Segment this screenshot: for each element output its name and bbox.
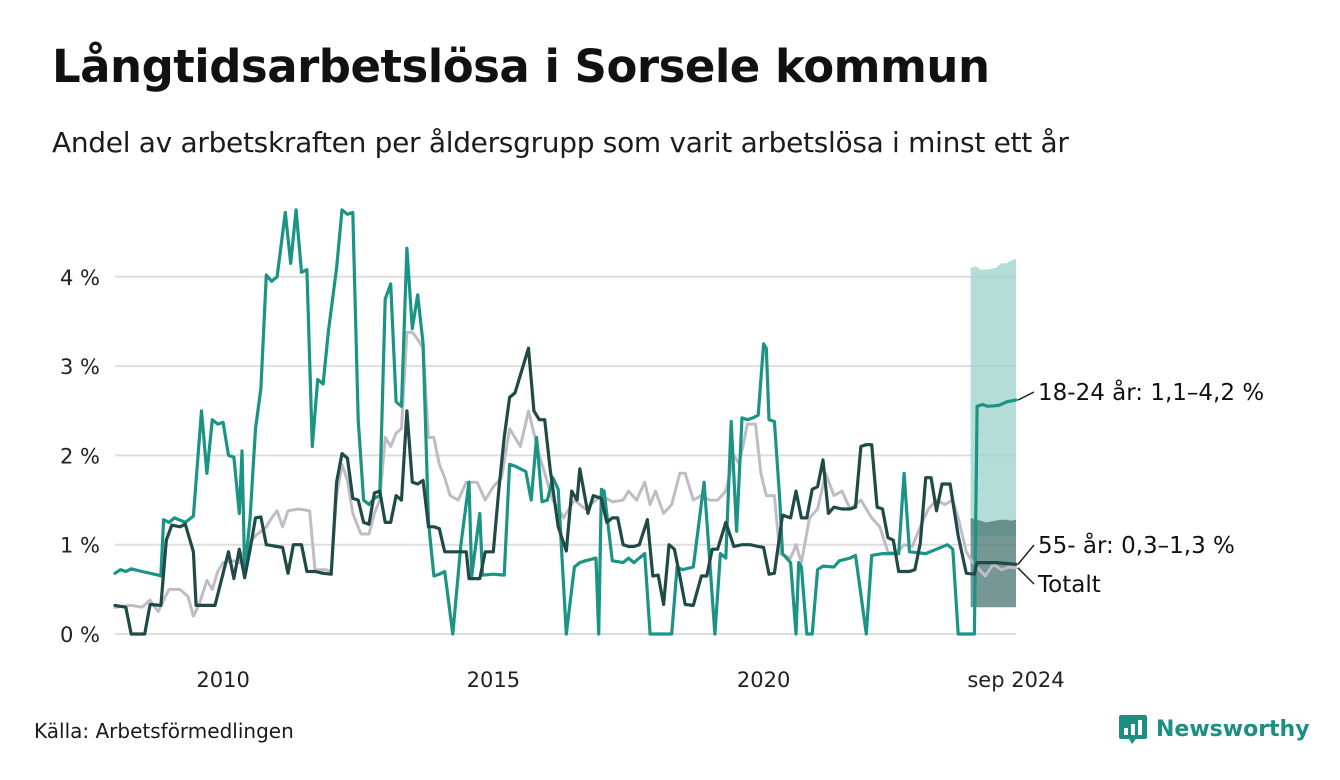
newsworthy-logo-icon (1119, 715, 1147, 744)
grid-lines (115, 275, 1016, 635)
x-tick-label: 2015 (467, 668, 520, 692)
x-axis: 2010 2015 2020 sep 2024 (196, 668, 1064, 692)
series-label: 18-24 år: 1,1–4,2 % (1038, 378, 1264, 406)
y-tick-label: 2 % (60, 444, 100, 468)
source-note: Källa: Arbetsförmedlingen (34, 719, 294, 743)
label-leader (1017, 544, 1035, 565)
x-tick-label: sep 2024 (967, 668, 1064, 692)
brand-logo[interactable]: Newsworthy (1118, 712, 1310, 746)
series-line (113, 330, 1018, 618)
x-tick-label: 2020 (737, 668, 790, 692)
label-leader (1017, 391, 1035, 401)
forecast-band (970, 258, 1016, 536)
brand-name: Newsworthy (1156, 716, 1310, 742)
label-leader (1017, 567, 1035, 585)
series-lines (113, 208, 1018, 636)
page-title: Långtidsarbetslösa i Sorsele kommun (52, 40, 990, 93)
series-label: Totalt (1037, 572, 1101, 598)
series-line (113, 346, 1018, 636)
y-tick-label: 4 % (60, 266, 100, 290)
y-tick-label: 3 % (60, 355, 100, 379)
y-axis: 0 % 1 % 2 % 3 % 4 % (60, 266, 100, 647)
page-subtitle: Andel av arbetskraften per åldersgrupp s… (52, 126, 1069, 159)
series-labels: 18-24 år: 1,1–4,2 % 55- år: 0,3–1,3 % Tota… (1017, 378, 1264, 598)
x-tick-label: 2010 (196, 668, 249, 692)
series-label: 55- år: 0,3–1,3 % (1038, 531, 1235, 559)
series-line (113, 208, 1018, 636)
y-tick-label: 0 % (60, 623, 100, 647)
y-tick-label: 1 % (60, 534, 100, 558)
